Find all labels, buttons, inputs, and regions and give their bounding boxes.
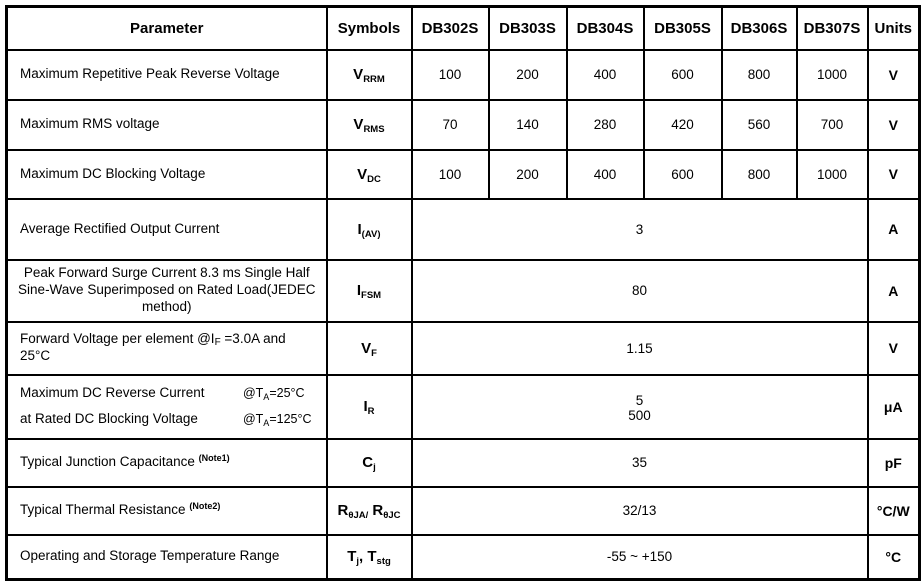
parameter-label: Maximum RMS voltage <box>5 98 328 151</box>
col-header-units: Units <box>866 5 921 51</box>
unit-cell: V <box>866 98 921 151</box>
header-row: Parameter Symbols DB302S DB303S DB304S D… <box>5 5 921 51</box>
parameter-label: Typical Thermal Resistance (Note2) <box>5 485 328 536</box>
value-cell: 800 <box>720 148 798 200</box>
col-header-parameter: Parameter <box>5 5 328 51</box>
symbol-cj: Cj <box>325 437 413 488</box>
value-cell-span: 5 500 <box>410 373 869 440</box>
table-row-vrrm: Maximum Repetitive Peak Reverse Voltage … <box>5 48 921 101</box>
value-cell: 400 <box>565 48 645 101</box>
parameter-label: Operating and Storage Temperature Range <box>5 533 328 581</box>
unit-cell: μA <box>866 373 921 440</box>
value-cell-span: 80 <box>410 258 869 323</box>
unit-cell: V <box>866 48 921 101</box>
value-cell: 420 <box>642 98 723 151</box>
value-cell-span: 32/13 <box>410 485 869 536</box>
ir-label-line1: Maximum DC Reverse Current <box>20 385 205 401</box>
value-cell: 600 <box>642 48 723 101</box>
value-cell: 200 <box>487 48 568 101</box>
col-header-db304s: DB304S <box>565 5 645 51</box>
value-cell: 100 <box>410 48 490 101</box>
value-cell-span: 1.15 <box>410 320 869 376</box>
ratings-table: Parameter Symbols DB302S DB303S DB304S D… <box>5 5 921 581</box>
table-row-vdc: Maximum DC Blocking Voltage VDC 100 200 … <box>5 148 921 200</box>
ir-condition-125c: @TA=125°C <box>242 411 312 428</box>
symbol-ifsm: IFSM <box>325 258 413 323</box>
col-header-db302s: DB302S <box>410 5 490 51</box>
note2-superscript: (Note2) <box>189 501 221 512</box>
value-cell: 700 <box>795 98 869 151</box>
symbol-tj-tstg: Tj, Tstg <box>325 533 413 581</box>
value-cell: 400 <box>565 148 645 200</box>
table-row-ifsm: Peak Forward Surge Current 8.3 ms Single… <box>5 258 921 323</box>
table-row-vrms: Maximum RMS voltage VRMS 70 140 280 420 … <box>5 98 921 151</box>
unit-cell: pF <box>866 437 921 488</box>
unit-cell: A <box>866 197 921 261</box>
symbol-vf: VF <box>325 320 413 376</box>
parameter-label: Average Rectified Output Current <box>5 197 328 261</box>
value-cell: 70 <box>410 98 490 151</box>
col-header-db305s: DB305S <box>642 5 723 51</box>
value-cell-span: -55 ~ +150 <box>410 533 869 581</box>
symbol-vdc: VDC <box>325 148 413 200</box>
symbol-ir: IR <box>325 373 413 440</box>
note1-superscript: (Note1) <box>198 453 230 464</box>
parameter-label: Typical Junction Capacitance (Note1) <box>5 437 328 488</box>
value-cell: 1000 <box>795 148 869 200</box>
value-cell: 140 <box>487 98 568 151</box>
table-row-ir: Maximum DC Reverse Current @TA=25°C at R… <box>5 373 921 440</box>
unit-cell: °C/W <box>866 485 921 536</box>
parameter-label: Maximum DC Blocking Voltage <box>5 148 328 200</box>
value-cell: 280 <box>565 98 645 151</box>
table-row-vf: Forward Voltage per element @IF =3.0A an… <box>5 320 921 376</box>
value-cell: 200 <box>487 148 568 200</box>
col-header-db306s: DB306S <box>720 5 798 51</box>
ir-value-25c: 5 <box>635 392 644 408</box>
symbol-vrms: VRMS <box>325 98 413 151</box>
ir-value-125c: 500 <box>628 407 651 423</box>
parameter-label: Forward Voltage per element @IF =3.0A an… <box>5 320 328 376</box>
symbol-iav: I(AV) <box>325 197 413 261</box>
table-row-tj-tstg: Operating and Storage Temperature Range … <box>5 533 921 581</box>
ir-label-line2: at Rated DC Blocking Voltage <box>20 411 198 426</box>
col-header-db307s: DB307S <box>795 5 869 51</box>
table-row-iav: Average Rectified Output Current I(AV) 3… <box>5 197 921 261</box>
value-cell-span: 35 <box>410 437 869 488</box>
unit-cell: °C <box>866 533 921 581</box>
symbol-rtheta: RθJA/ RθJC <box>325 485 413 536</box>
value-cell-span: 3 <box>410 197 869 261</box>
value-cell: 560 <box>720 98 798 151</box>
col-header-db303s: DB303S <box>487 5 568 51</box>
parameter-label: Peak Forward Surge Current 8.3 ms Single… <box>5 258 328 323</box>
value-cell: 100 <box>410 148 490 200</box>
col-header-symbols: Symbols <box>325 5 413 51</box>
parameter-label: Maximum Repetitive Peak Reverse Voltage <box>5 48 328 101</box>
ir-condition-25c: @TA=25°C <box>242 385 305 402</box>
unit-cell: A <box>866 258 921 323</box>
value-cell: 600 <box>642 148 723 200</box>
value-cell: 1000 <box>795 48 869 101</box>
value-cell: 800 <box>720 48 798 101</box>
table-row-rtheta: Typical Thermal Resistance (Note2) RθJA/… <box>5 485 921 536</box>
parameter-label: Maximum DC Reverse Current @TA=25°C at R… <box>5 373 328 440</box>
unit-cell: V <box>866 148 921 200</box>
symbol-vrrm: VRRM <box>325 48 413 101</box>
table-row-cj: Typical Junction Capacitance (Note1) Cj … <box>5 437 921 488</box>
unit-cell: V <box>866 320 921 376</box>
